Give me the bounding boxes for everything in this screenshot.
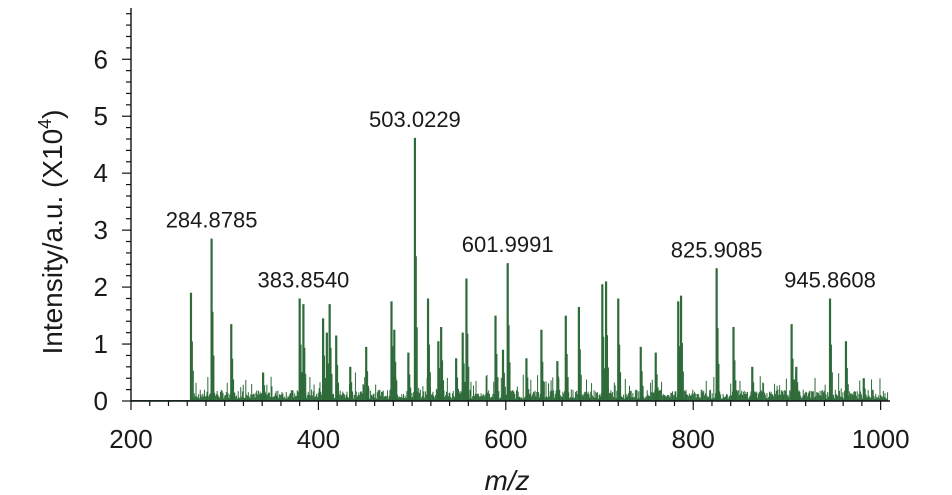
y-tick-label: 5 <box>94 101 108 131</box>
y-axis-title: Intensity/a.u. (X104) <box>35 109 68 354</box>
y-axis-title-main: Intensity/a.u. (X10 <box>37 129 68 355</box>
peak-label: 825.9085 <box>671 237 763 262</box>
x-tick-label: 400 <box>297 424 340 454</box>
peak-label: 601.9991 <box>462 232 554 257</box>
spectrum-noise <box>190 371 889 401</box>
x-tick-labels: 200 400 600 800 1000 <box>109 424 909 454</box>
y-tick-label: 2 <box>94 272 108 302</box>
x-tick-label: 1000 <box>852 424 910 454</box>
peak-labels: 284.8785 383.8540 503.0229 601.9991 825.9085… <box>166 107 876 293</box>
y-tick-label: 3 <box>94 215 108 245</box>
y-tick-label: 6 <box>94 44 108 74</box>
peak-label: 503.0229 <box>369 107 461 132</box>
y-tick-label: 4 <box>94 158 108 188</box>
x-tick-label: 200 <box>109 424 152 454</box>
x-tick-label: 800 <box>672 424 715 454</box>
x-axis-title: m/z <box>484 465 529 495</box>
y-tick-label: 0 <box>94 386 108 416</box>
y-axis-title-close: ) <box>37 109 68 118</box>
peak-label: 284.8785 <box>166 208 258 233</box>
x-tick-label: 600 <box>484 424 527 454</box>
y-tick-label: 1 <box>94 329 108 359</box>
y-axis-title-sup: 4 <box>35 119 55 129</box>
spectrum-trace <box>131 137 889 401</box>
y-tick-labels: 0 1 2 3 4 5 6 <box>94 44 108 416</box>
axes <box>122 8 890 410</box>
peak-label: 383.8540 <box>258 267 350 292</box>
peak-label: 945.8608 <box>784 267 876 292</box>
